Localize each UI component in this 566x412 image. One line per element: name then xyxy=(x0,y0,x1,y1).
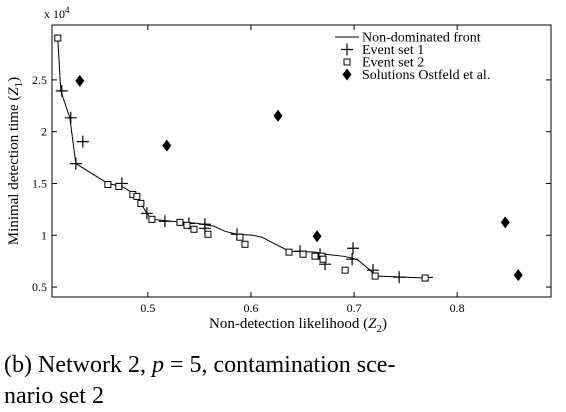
point xyxy=(162,139,172,152)
point xyxy=(319,255,327,263)
x-tick-label: 0.6 xyxy=(243,301,258,315)
point xyxy=(183,221,191,229)
y-label-close: ) xyxy=(6,77,22,82)
point xyxy=(341,266,349,274)
point xyxy=(54,34,62,42)
point xyxy=(55,84,68,97)
y-axis-label: Minimal detection time (Z1) xyxy=(6,77,25,245)
x-label-sub: 2 xyxy=(376,323,382,335)
point xyxy=(241,240,249,248)
point xyxy=(299,250,307,258)
point xyxy=(500,216,510,229)
exponent-base: x 10 xyxy=(44,7,65,21)
point xyxy=(204,230,212,238)
x-label-var: Z xyxy=(368,316,377,332)
y-tick-label: 2 xyxy=(41,125,47,139)
point xyxy=(75,74,85,87)
legend-label: Non-dominated front xyxy=(362,31,481,46)
legend-symbol xyxy=(342,68,352,81)
point xyxy=(64,111,77,124)
y-label-sub: 1 xyxy=(13,82,25,88)
point xyxy=(273,109,283,122)
exponent-power: 4 xyxy=(65,5,70,15)
point xyxy=(312,230,322,243)
point xyxy=(311,252,319,260)
caption-text: nario set 2 xyxy=(4,383,104,409)
x-axis-label: Non-detection likelihood (Z2) xyxy=(209,316,387,335)
y-label-var: Z xyxy=(6,87,22,96)
caption-text: (b) Network 2, xyxy=(4,352,152,378)
caption-var: p xyxy=(150,352,164,378)
point xyxy=(137,199,145,207)
legend-label: Solutions Ostfeld et al. xyxy=(362,68,490,83)
y-tick-label: 1 xyxy=(41,228,47,242)
point xyxy=(176,218,184,226)
point xyxy=(69,157,82,170)
x-label-text: Non-detection likelihood ( xyxy=(209,316,368,332)
caption-line: (b) Network 2, p = 5, contamination sce- xyxy=(4,352,395,378)
x-tick-label: 0.7 xyxy=(347,301,362,315)
x-tick-label: 0.8 xyxy=(450,301,465,315)
y-tick-label: 2.5 xyxy=(32,73,47,87)
y-tick-label: 0.5 xyxy=(32,280,47,294)
point xyxy=(346,253,359,266)
point xyxy=(513,269,523,282)
legend-label: Event set 2 xyxy=(362,56,424,71)
point xyxy=(393,271,406,284)
legend-symbol xyxy=(343,58,351,66)
point xyxy=(133,192,141,200)
exponent-label: x 104 xyxy=(44,5,70,21)
point xyxy=(140,207,153,220)
legend-symbol xyxy=(341,43,353,56)
point xyxy=(190,225,198,233)
legend-label: Event set 1 xyxy=(362,43,424,58)
x-tick-label: 0.5 xyxy=(140,301,155,315)
point xyxy=(104,181,112,189)
point xyxy=(347,242,360,255)
point xyxy=(76,135,89,148)
point xyxy=(148,215,156,223)
x-label-close: ) xyxy=(382,316,387,332)
point xyxy=(158,215,171,228)
point xyxy=(236,233,244,241)
caption-text: = 5, contamination sce- xyxy=(164,352,395,378)
point xyxy=(371,272,379,280)
caption-line: nario set 2 xyxy=(4,383,104,409)
y-label-text: Minimal detection time ( xyxy=(6,96,22,246)
point xyxy=(285,248,293,256)
point xyxy=(421,274,429,282)
y-tick-label: 1.5 xyxy=(32,176,47,190)
point xyxy=(115,182,123,190)
plot-frame xyxy=(51,24,552,298)
